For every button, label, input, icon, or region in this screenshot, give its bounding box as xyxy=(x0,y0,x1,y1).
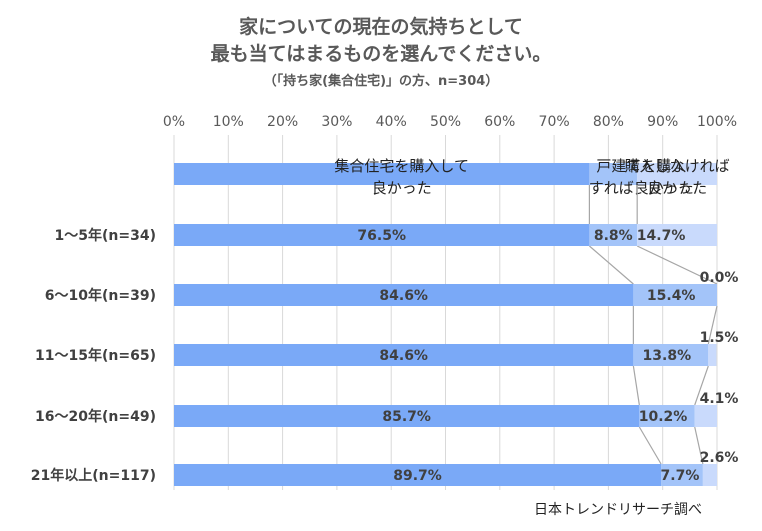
connector-line xyxy=(694,365,709,406)
category-label: 16～20年(n=49) xyxy=(35,408,156,425)
bar-segment xyxy=(694,405,717,427)
data-label: 7.7% xyxy=(661,468,700,484)
chart-title-line1: 家についての現在の気持ちとして xyxy=(239,16,523,38)
bar-segment xyxy=(174,405,640,427)
data-label: 0.0% xyxy=(700,270,739,286)
x-tick-label: 100% xyxy=(697,114,737,130)
legend-label: 良かった xyxy=(647,179,707,197)
category-label: 1～5年(n=34) xyxy=(55,227,156,244)
connector-line xyxy=(632,365,640,406)
data-label: 84.6% xyxy=(379,348,428,364)
bar-segment xyxy=(174,284,634,306)
data-label: 76.5% xyxy=(357,228,406,244)
data-label: 85.7% xyxy=(382,409,431,425)
legend-bar-segment xyxy=(637,163,717,185)
data-label: 8.8% xyxy=(594,228,633,244)
legend-bar-segment xyxy=(589,163,638,185)
bar-segment xyxy=(702,464,717,486)
legend-label: 集合住宅を購入して xyxy=(334,157,469,175)
connector-line xyxy=(707,305,718,345)
legend-label: 良かった xyxy=(372,179,432,197)
x-tick-label: 40% xyxy=(376,114,407,130)
x-tick-label: 10% xyxy=(213,114,244,130)
data-label: 13.8% xyxy=(643,348,692,364)
x-tick-label: 50% xyxy=(430,114,461,130)
bar-segment xyxy=(708,344,717,366)
x-tick-label: 30% xyxy=(321,114,352,130)
data-label: 89.7% xyxy=(393,468,442,484)
source-note: 日本トレンドリサーチ調べ xyxy=(534,502,702,518)
connector-line xyxy=(694,426,704,465)
bar-segment xyxy=(637,224,717,246)
legend-label: 購入しなければ xyxy=(625,157,730,175)
bar-segment xyxy=(661,464,703,486)
data-label: 15.4% xyxy=(647,288,696,304)
legend-label: すれば良かった xyxy=(589,179,694,197)
bar-segment xyxy=(174,464,662,486)
data-label: 84.6% xyxy=(379,288,428,304)
category-label: 21年以上(n=117) xyxy=(31,467,156,484)
bar-segment xyxy=(589,224,638,246)
connector-line xyxy=(589,245,634,285)
bar-segment xyxy=(174,224,590,246)
legend-label: 戸建てを購入 xyxy=(596,157,686,175)
connector-line xyxy=(636,245,718,285)
connector-line xyxy=(638,426,662,465)
legend-bar-segment xyxy=(174,163,590,185)
bar-segment xyxy=(633,344,709,366)
data-label: 1.5% xyxy=(700,330,739,346)
bar-segment xyxy=(639,405,695,427)
x-tick-label: 60% xyxy=(484,114,515,130)
bar-segment xyxy=(633,284,717,306)
data-label: 14.7% xyxy=(637,228,686,244)
data-label: 10.2% xyxy=(639,409,688,425)
chart-title-line2: 最も当てはまるものを選んでください。 xyxy=(210,43,552,65)
bar-segment xyxy=(174,344,634,366)
data-label: 2.6% xyxy=(700,450,739,466)
x-tick-label: 90% xyxy=(647,114,678,130)
category-label: 6～10年(n=39) xyxy=(45,287,156,304)
x-tick-label: 80% xyxy=(593,114,624,130)
category-label: 11～15年(n=65) xyxy=(35,347,156,364)
x-tick-label: 0% xyxy=(163,114,185,130)
chart-subtitle: （「持ち家(集合住宅)」の方、n=304） xyxy=(263,74,499,89)
data-label: 4.1% xyxy=(700,391,739,407)
x-tick-label: 20% xyxy=(267,114,298,130)
x-tick-label: 70% xyxy=(539,114,570,130)
